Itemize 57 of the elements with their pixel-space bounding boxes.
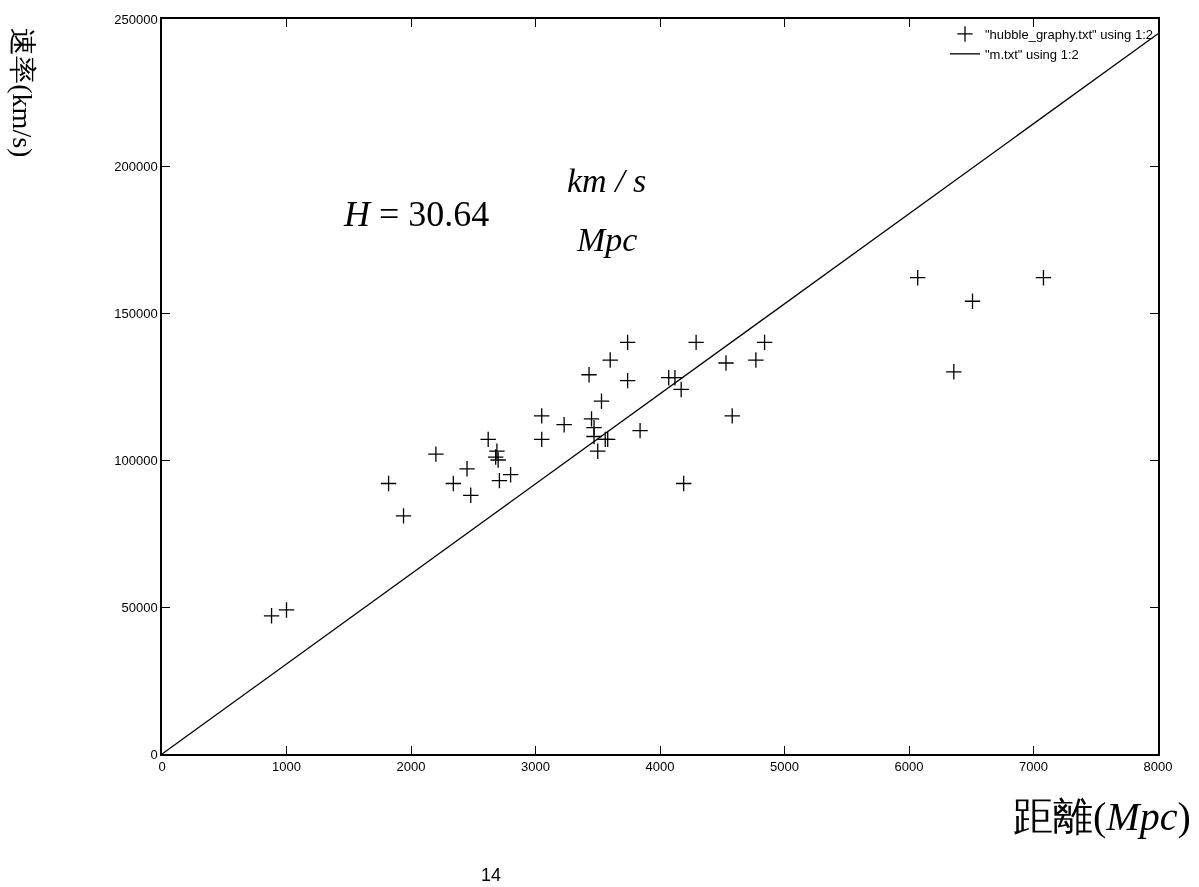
x-tick-label: 8000 xyxy=(1143,759,1173,775)
point xyxy=(945,363,963,381)
y-tick-label: 50000 xyxy=(121,599,158,615)
point xyxy=(462,486,480,504)
point xyxy=(491,472,508,489)
point xyxy=(458,460,476,478)
x-tick-label: 7000 xyxy=(1019,759,1048,775)
point xyxy=(619,334,636,351)
annotation: Mpc xyxy=(576,221,638,258)
y-tick-label: 150000 xyxy=(114,305,158,321)
x-tick-label: 1000 xyxy=(272,759,301,775)
point xyxy=(631,422,649,439)
point xyxy=(687,334,705,351)
point xyxy=(723,407,741,425)
annotation: H = 30.64 xyxy=(343,194,490,234)
y-tick-label: 100000 xyxy=(114,452,158,468)
point xyxy=(263,607,280,625)
point xyxy=(717,354,735,372)
x-tick-label: 5000 xyxy=(770,759,799,775)
point xyxy=(593,392,610,410)
y-tick-label: 0 xyxy=(150,746,158,762)
point xyxy=(555,416,573,434)
point xyxy=(675,475,693,492)
x-tick-label: 2000 xyxy=(396,759,426,775)
point xyxy=(589,442,607,460)
x-tick-label: 3000 xyxy=(521,759,550,775)
point xyxy=(502,466,519,484)
point xyxy=(380,475,397,492)
y-tick-label: 250000 xyxy=(114,11,158,27)
legend-label: "m.txt" using 1:2 xyxy=(985,46,1079,62)
x-axis-title: 距離(Mpc) xyxy=(1013,794,1191,839)
y-axis-title: 速率(km/s) xyxy=(7,28,39,158)
point xyxy=(580,366,598,384)
y-tick-label: 200000 xyxy=(114,158,158,174)
point xyxy=(747,351,765,369)
point xyxy=(444,475,462,492)
x-tick-label: 4000 xyxy=(645,759,675,775)
point xyxy=(583,410,600,428)
point xyxy=(964,292,981,310)
x-tick-label: 6000 xyxy=(894,759,924,775)
point xyxy=(533,431,551,448)
point xyxy=(488,442,506,460)
point xyxy=(672,381,690,398)
point xyxy=(427,445,445,463)
point xyxy=(585,428,603,445)
point xyxy=(395,507,412,525)
point xyxy=(479,431,497,448)
point xyxy=(278,601,295,619)
point xyxy=(909,269,927,287)
annotation: km / s xyxy=(567,162,647,199)
text: 14 xyxy=(481,865,502,885)
point xyxy=(601,351,619,369)
point xyxy=(1035,269,1052,287)
point xyxy=(756,334,773,351)
legend-label: "hubble_graphy.txt" using 1:2 xyxy=(985,27,1153,43)
point xyxy=(619,372,636,389)
point xyxy=(533,407,551,425)
